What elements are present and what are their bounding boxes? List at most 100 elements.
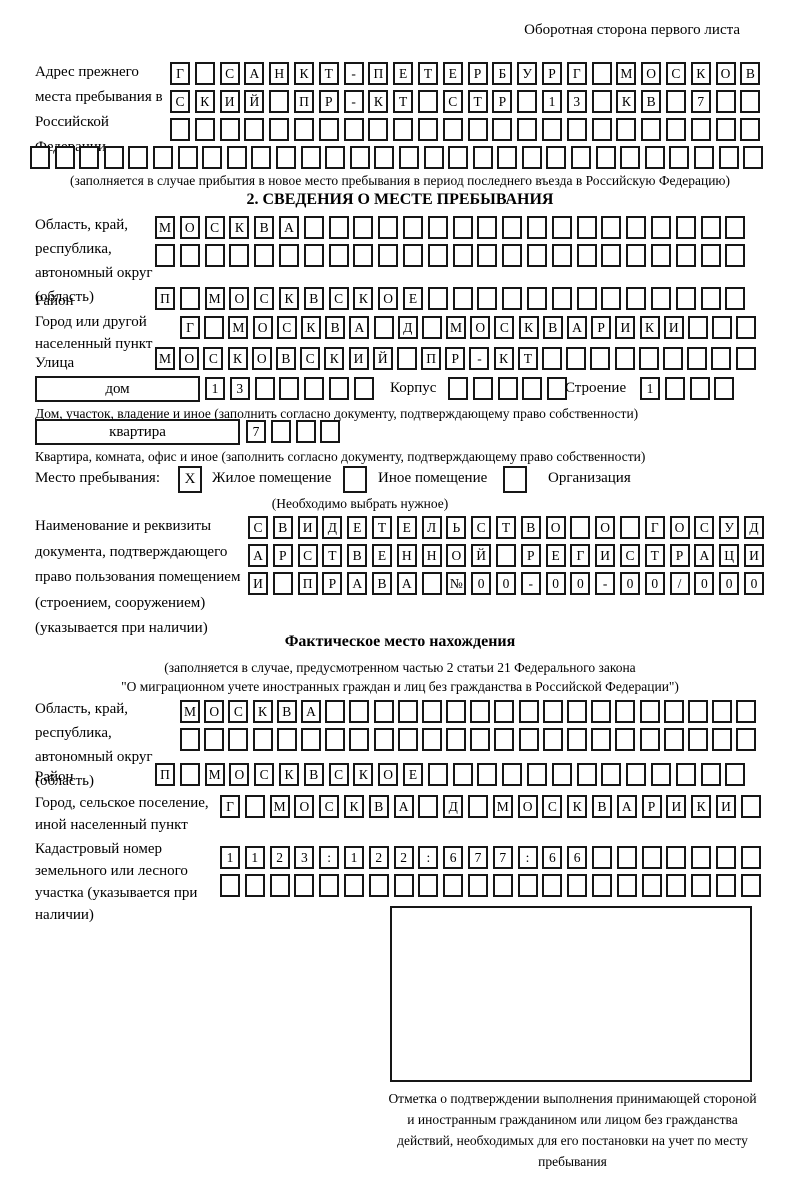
char-box[interactable]: 1: [640, 377, 660, 400]
korpus-row[interactable]: [448, 377, 568, 400]
char-box[interactable]: [567, 874, 588, 897]
char-box[interactable]: [467, 874, 488, 897]
char-box[interactable]: [522, 377, 543, 400]
char-box[interactable]: В: [542, 316, 563, 339]
char-box[interactable]: [427, 287, 448, 310]
char-box[interactable]: [591, 700, 612, 723]
char-box[interactable]: [626, 763, 647, 786]
char-box[interactable]: [349, 146, 370, 169]
char-box[interactable]: [353, 244, 374, 267]
char-box[interactable]: [219, 118, 240, 141]
char-box[interactable]: №: [446, 572, 467, 595]
char-box[interactable]: [700, 244, 721, 267]
char-box[interactable]: [251, 146, 272, 169]
char-box[interactable]: С: [170, 90, 190, 113]
char-box[interactable]: С: [442, 90, 463, 113]
char-box[interactable]: [715, 118, 736, 141]
char-box[interactable]: [551, 244, 572, 267]
char-box[interactable]: [626, 287, 647, 310]
char-box[interactable]: [272, 572, 293, 595]
char-box[interactable]: [675, 244, 696, 267]
char-box[interactable]: [421, 572, 442, 595]
char-box[interactable]: [662, 347, 683, 370]
char-box[interactable]: 1: [541, 90, 562, 113]
checkbox-organization[interactable]: [503, 466, 527, 493]
char-box[interactable]: [518, 700, 539, 723]
char-box[interactable]: [601, 287, 622, 310]
char-box[interactable]: О: [294, 795, 315, 818]
char-box[interactable]: [443, 874, 464, 897]
char-box[interactable]: Д: [443, 795, 464, 818]
char-box[interactable]: [427, 216, 448, 239]
char-box[interactable]: [494, 728, 515, 751]
char-box[interactable]: [477, 244, 498, 267]
char-box[interactable]: Р: [445, 347, 466, 370]
char-box[interactable]: [502, 287, 523, 310]
char-box[interactable]: [715, 874, 736, 897]
char-box[interactable]: 1: [343, 846, 364, 869]
char-box[interactable]: [665, 90, 686, 113]
char-box[interactable]: [570, 516, 591, 539]
char-box[interactable]: [300, 146, 321, 169]
char-box[interactable]: [576, 244, 597, 267]
char-box[interactable]: [616, 118, 637, 141]
region-row-2[interactable]: [155, 244, 746, 267]
char-box[interactable]: [244, 795, 265, 818]
char-box[interactable]: К: [353, 287, 374, 310]
char-box[interactable]: [128, 146, 149, 169]
char-box[interactable]: [79, 146, 100, 169]
char-box[interactable]: [204, 316, 225, 339]
char-box[interactable]: К: [293, 62, 314, 85]
char-box[interactable]: О: [179, 216, 200, 239]
char-box[interactable]: [472, 377, 493, 400]
char-box[interactable]: [591, 90, 612, 113]
char-box[interactable]: [325, 728, 346, 751]
char-box[interactable]: И: [743, 544, 764, 567]
char-box[interactable]: [470, 700, 491, 723]
char-box[interactable]: Е: [545, 544, 566, 567]
char-box[interactable]: [269, 90, 290, 113]
char-box[interactable]: [353, 377, 374, 400]
char-box[interactable]: К: [229, 216, 250, 239]
char-box[interactable]: [735, 347, 756, 370]
prev-address-row-4[interactable]: [30, 146, 764, 169]
char-box[interactable]: [740, 846, 761, 869]
char-box[interactable]: О: [669, 516, 690, 539]
char-box[interactable]: [254, 377, 275, 400]
char-box[interactable]: [541, 118, 562, 141]
char-box[interactable]: [477, 763, 498, 786]
stroenie-row[interactable]: 1: [640, 377, 735, 400]
char-box[interactable]: [718, 146, 739, 169]
char-box[interactable]: И: [348, 347, 369, 370]
char-box[interactable]: [452, 244, 473, 267]
char-box[interactable]: Р: [322, 572, 343, 595]
char-box[interactable]: [547, 377, 568, 400]
char-box[interactable]: [229, 244, 250, 267]
char-box[interactable]: [591, 874, 612, 897]
char-box[interactable]: [576, 763, 597, 786]
char-box[interactable]: [743, 146, 764, 169]
char-box[interactable]: В: [303, 763, 324, 786]
char-box[interactable]: [54, 146, 75, 169]
char-box[interactable]: [591, 118, 612, 141]
char-box[interactable]: [421, 700, 442, 723]
char-box[interactable]: [690, 118, 711, 141]
char-box[interactable]: [712, 700, 733, 723]
char-box[interactable]: [700, 287, 721, 310]
char-box[interactable]: /: [669, 572, 690, 595]
char-box[interactable]: [328, 216, 349, 239]
char-box[interactable]: К: [518, 316, 539, 339]
char-box[interactable]: [576, 287, 597, 310]
char-box[interactable]: [616, 846, 637, 869]
char-box[interactable]: [517, 118, 538, 141]
char-box[interactable]: [295, 420, 316, 443]
char-box[interactable]: С: [328, 287, 349, 310]
char-box[interactable]: [421, 316, 442, 339]
char-box[interactable]: [374, 146, 395, 169]
char-box[interactable]: [542, 700, 563, 723]
char-box[interactable]: У: [719, 516, 740, 539]
char-box[interactable]: К: [278, 287, 299, 310]
char-box[interactable]: [620, 146, 641, 169]
